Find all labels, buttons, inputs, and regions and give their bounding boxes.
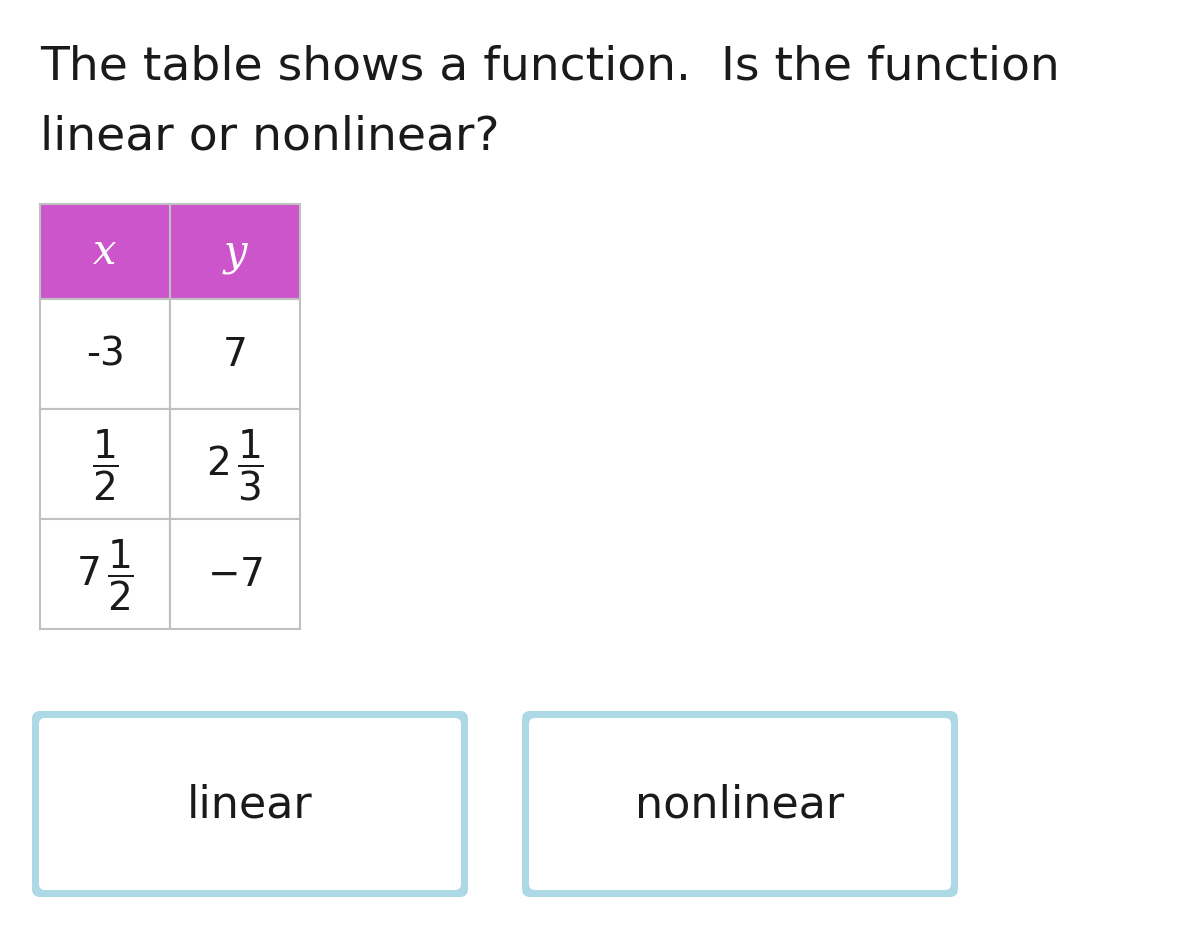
FancyBboxPatch shape [522, 711, 958, 897]
Text: -3: -3 [85, 336, 125, 373]
Bar [40, 205, 170, 300]
Text: linear or nonlinear?: linear or nonlinear? [40, 115, 499, 160]
Text: The table shows a function.  Is the function: The table shows a function. Is the funct… [40, 45, 1060, 90]
Text: $2\,\dfrac{1}{3}$: $2\,\dfrac{1}{3}$ [206, 427, 264, 502]
Bar [170, 410, 300, 519]
Text: 7: 7 [222, 336, 247, 373]
Bar [170, 205, 300, 300]
Text: $\dfrac{1}{2}$: $\dfrac{1}{2}$ [91, 427, 119, 502]
FancyBboxPatch shape [32, 711, 468, 897]
Bar [170, 519, 300, 629]
Bar [40, 519, 170, 629]
Text: linear: linear [187, 782, 313, 826]
Text: $7\,\dfrac{1}{2}$: $7\,\dfrac{1}{2}$ [76, 537, 134, 612]
Text: $-7$: $-7$ [206, 555, 263, 593]
Text: y: y [223, 231, 247, 273]
FancyBboxPatch shape [38, 718, 461, 890]
FancyBboxPatch shape [529, 718, 952, 890]
Text: nonlinear: nonlinear [635, 782, 845, 826]
Bar [40, 300, 170, 410]
Bar [170, 300, 300, 410]
Text: x: x [94, 231, 116, 273]
Bar [40, 410, 170, 519]
